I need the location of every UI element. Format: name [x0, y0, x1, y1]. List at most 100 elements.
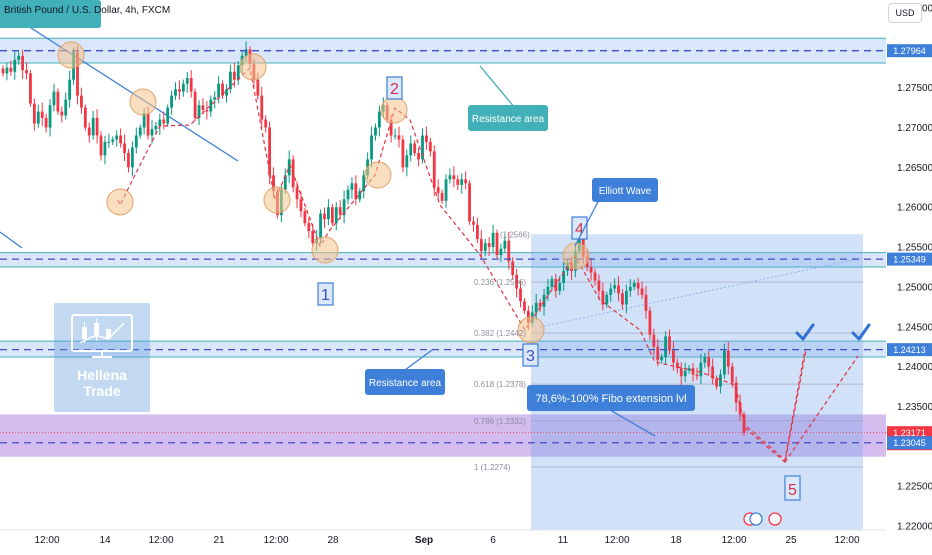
candle [656, 338, 660, 367]
svg-text:1.27964: 1.27964 [893, 46, 926, 56]
candle [60, 106, 64, 123]
candle [534, 293, 538, 321]
candle [460, 173, 464, 194]
candle [668, 329, 671, 355]
candle [287, 150, 291, 184]
candle [464, 171, 468, 190]
zone-target-zone[interactable] [0, 414, 886, 457]
trendline-dotted[interactable] [539, 257, 863, 328]
price-label[interactable]: 1.23045 [887, 436, 932, 450]
trendline-lower[interactable] [0, 231, 23, 249]
y-tick-label: 1.23500 [897, 402, 932, 413]
y-tick-label: 1.27000 [897, 123, 932, 134]
candle [99, 131, 103, 161]
x-tick-label: Sep [415, 535, 433, 546]
pivot-circle [364, 161, 392, 189]
candle [107, 133, 111, 148]
candle [87, 122, 91, 143]
callout-resistance-top-text: Resistance area [472, 114, 545, 125]
y-tick-label: 1.24500 [897, 322, 932, 333]
x-tick-label: 18 [670, 535, 682, 546]
candle [491, 224, 495, 254]
zone-resistance-mid[interactable] [0, 252, 886, 267]
event-flag-icon[interactable] [749, 512, 763, 526]
x-tick-label: 25 [785, 535, 797, 546]
candle [617, 276, 620, 302]
candle [64, 92, 68, 120]
wave-label-3-text: 3 [526, 348, 535, 365]
candle [330, 204, 334, 227]
y-tick-label: 1.22000 [897, 522, 932, 533]
candle [201, 98, 205, 115]
candle [734, 376, 738, 412]
candle [5, 62, 9, 81]
candle [409, 135, 413, 162]
candle [354, 175, 358, 206]
wave-label-3[interactable]: 3 [522, 343, 539, 367]
callout-resistance-mid-text: Resistance area [369, 378, 442, 389]
candle [299, 191, 303, 218]
wave-label-1-text: 1 [321, 287, 330, 304]
wave-label-4[interactable]: 4 [571, 216, 588, 240]
pivot-circle [562, 242, 590, 270]
candle [621, 289, 624, 310]
wave-label-5[interactable]: 5 [784, 475, 801, 501]
candle [205, 101, 209, 120]
callout-elliott[interactable]: Elliott Wave [574, 178, 658, 247]
candle [36, 104, 40, 128]
fib-label: 0.236 (1.2506) [474, 278, 526, 287]
candle [413, 140, 417, 157]
candle [83, 104, 87, 131]
candle [456, 175, 460, 191]
candle [711, 358, 715, 385]
candle [440, 189, 444, 205]
event-flag-icon[interactable] [768, 512, 782, 526]
projection-path-b [784, 355, 859, 463]
candle [448, 168, 452, 184]
candle [1, 65, 5, 77]
candle [21, 49, 25, 80]
callout-top-left[interactable] [0, 0, 101, 28]
wave-label-2-text: 2 [390, 81, 399, 98]
candle [119, 128, 123, 148]
candle [691, 363, 695, 382]
candle [130, 141, 134, 177]
wave-label-5-text: 5 [788, 482, 797, 499]
candle [699, 353, 703, 385]
fib-extension-box[interactable] [531, 234, 863, 530]
svg-text:1.23171: 1.23171 [893, 428, 926, 438]
candle [181, 79, 185, 97]
candle [138, 124, 142, 139]
candle [397, 126, 401, 148]
candle [264, 115, 268, 133]
candle [562, 262, 566, 291]
candle [158, 113, 162, 135]
candle [162, 111, 166, 130]
candle [303, 208, 307, 227]
candle [154, 121, 158, 135]
candle [675, 358, 679, 374]
y-tick-label: 1.24000 [897, 362, 932, 373]
symbol-title[interactable]: British Pound / U.S. Dollar, 4h, FXCM [4, 5, 171, 16]
trendline-upper[interactable] [0, 7, 239, 162]
candle [483, 238, 487, 257]
candle [589, 258, 593, 281]
candle [311, 224, 315, 248]
pivot-circle [239, 53, 267, 81]
candle [648, 306, 652, 340]
currency-button[interactable]: USD [888, 3, 922, 23]
time-axis[interactable]: 12:00 14 12:00 21 12:00 28 Sep 6 11 12:00 18 12:00 2… [0, 529, 932, 550]
candle [683, 362, 687, 383]
price-label[interactable]: 1.25349 [887, 252, 932, 266]
wave-label-1[interactable]: 1 [317, 282, 334, 306]
price-label[interactable]: 1.24213 [887, 343, 932, 357]
price-label[interactable]: 1.27964 [887, 44, 932, 58]
callout-fibo-text: 78,6%-100% Fibo extension lvl [535, 393, 686, 405]
wave-label-2[interactable]: 2 [386, 76, 403, 100]
callout-resistance-mid[interactable]: Resistance area [365, 349, 445, 395]
price-axis[interactable]: 1.285001.280001.275001.270001.265001.260… [886, 0, 932, 533]
callout-fibo[interactable]: 78,6%-100% Fibo extension lvl [527, 385, 695, 437]
callout-resistance-top[interactable]: Resistance area [468, 65, 548, 131]
